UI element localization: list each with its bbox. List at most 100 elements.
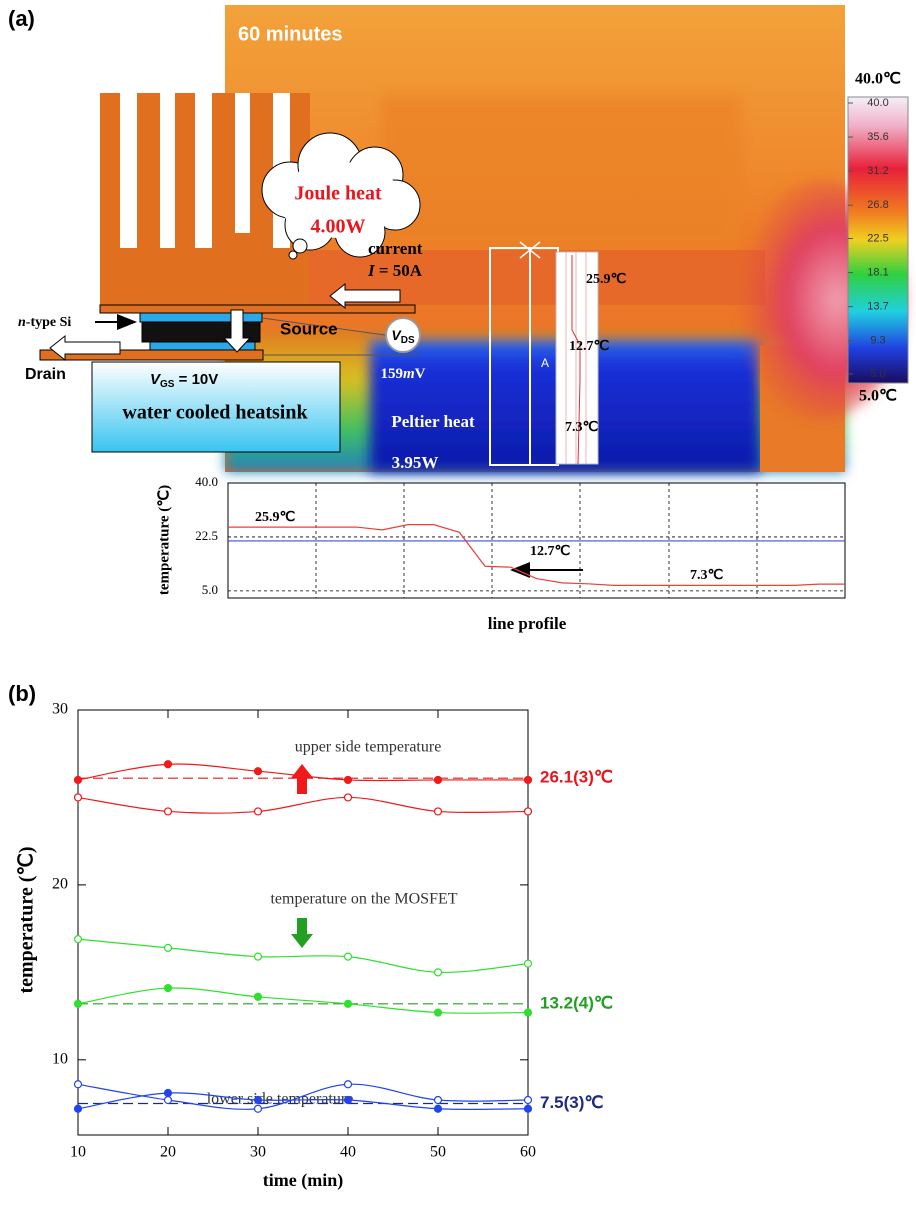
current-amount: = 50A — [375, 261, 423, 280]
annotation: 12.7℃ — [530, 544, 571, 559]
data-point — [345, 794, 352, 801]
colorbar-min: 5.0℃ — [859, 388, 897, 405]
data-point — [75, 936, 82, 943]
annotation: 25.9℃ — [255, 510, 296, 525]
vgs-value: = 10V — [174, 371, 218, 388]
down-arrow — [291, 918, 313, 948]
x-tick-label: 20 — [160, 1144, 176, 1161]
panel-label: (b) — [8, 681, 36, 706]
figure: (a) 60 minutes Joule heat 4.00W current … — [0, 0, 916, 1222]
data-point — [345, 953, 352, 960]
y-tick-label: 30 — [52, 701, 68, 718]
current-value: I = 50A — [367, 261, 423, 280]
reference-label: 7.5(3)℃ — [540, 1093, 604, 1112]
x-axis-label: line profile — [488, 614, 567, 633]
vds-unit: V — [415, 366, 426, 382]
y-tick-label: 10 — [52, 1050, 68, 1067]
annotation: upper side temperature — [295, 739, 442, 756]
colorbar-tick-label: 9.3 — [870, 335, 885, 347]
data-point — [435, 969, 442, 976]
colorbar-tick-label: 40.0 — [867, 97, 888, 109]
data-point — [525, 808, 532, 815]
current-title: current — [368, 239, 423, 258]
data-point — [435, 1097, 442, 1104]
y-tick-label: 5.0 — [202, 582, 218, 597]
data-point — [525, 960, 532, 967]
data-point — [255, 808, 262, 815]
data-point — [255, 1105, 262, 1112]
colorbar-tick-label: 5.0 — [870, 368, 885, 380]
panel-label: (a) — [8, 6, 35, 31]
data-point — [435, 808, 442, 815]
data-point — [75, 1000, 82, 1007]
profile-marker: A — [541, 356, 549, 370]
data-point — [525, 1097, 532, 1104]
n-italic: n — [18, 315, 26, 330]
vgs-subscript: GS — [160, 379, 175, 390]
y-tick-label: 22.5 — [195, 528, 218, 543]
x-tick-label: 60 — [520, 1144, 536, 1161]
n-rest: -type Si — [26, 315, 72, 330]
joule-heat-title: Joule heat — [294, 183, 382, 205]
vds-value: 159mV — [380, 366, 425, 382]
source-label: Source — [280, 319, 338, 338]
data-point — [345, 1081, 352, 1088]
colorbar-tick-label: 35.6 — [867, 131, 888, 143]
y-tick-label: 20 — [52, 876, 68, 893]
data-point — [345, 1000, 352, 1007]
vds-number: 159 — [380, 366, 403, 382]
data-point — [165, 761, 172, 768]
data-point — [345, 776, 352, 783]
series-line — [78, 988, 528, 1013]
data-point — [255, 953, 262, 960]
y-axis-label: temperature (℃) — [16, 846, 38, 993]
data-point — [165, 1090, 172, 1097]
y-tick-label: 40.0 — [195, 474, 218, 489]
annotation: 7.3℃ — [690, 568, 724, 583]
colorbar-tick-label: 13.7 — [867, 301, 888, 313]
drain-label: Drain — [25, 366, 66, 383]
data-point — [255, 768, 262, 775]
data-point — [255, 1097, 262, 1104]
data-point — [75, 776, 82, 783]
colorbar-max: 40.0℃ — [855, 71, 901, 88]
n-type-label: n-type Si — [18, 315, 71, 330]
joule-heat-power: 4.00W — [311, 216, 366, 238]
data-point — [525, 1105, 532, 1112]
data-point — [75, 1105, 82, 1112]
vds-prefix: m — [403, 366, 415, 382]
vds-subscript: DS — [401, 335, 415, 346]
colorbar-tick-label: 22.5 — [867, 232, 888, 244]
image-label: 7.3℃ — [565, 420, 599, 435]
data-point — [165, 944, 172, 951]
x-axis-label: time (min) — [263, 1170, 343, 1191]
x-tick-label: 30 — [250, 1144, 266, 1161]
data-point — [345, 1097, 352, 1104]
data-point — [165, 1097, 172, 1104]
data-point — [165, 808, 172, 815]
y-axis-label: temperature (℃) — [156, 485, 172, 595]
data-point — [435, 1009, 442, 1016]
up-arrow — [291, 764, 313, 794]
reference-label: 26.1(3)℃ — [540, 768, 613, 787]
reference-label: 13.2(4)℃ — [540, 993, 613, 1012]
data-point — [255, 993, 262, 1000]
data-point — [435, 1105, 442, 1112]
colorbar-tick-label: 26.8 — [867, 199, 888, 211]
x-tick-label: 40 — [340, 1144, 356, 1161]
peltier-title: Peltier heat — [391, 412, 475, 431]
data-point — [525, 1009, 532, 1016]
colorbar-tick-label: 31.2 — [867, 165, 888, 177]
x-tick-label: 50 — [430, 1144, 446, 1161]
x-tick-label: 10 — [70, 1144, 86, 1161]
image-label: 12.7℃ — [569, 339, 610, 354]
colorbar-tick-label: 18.1 — [867, 266, 888, 278]
data-point — [525, 776, 532, 783]
data-point — [435, 776, 442, 783]
annotation: temperature on the MOSFET — [270, 891, 457, 908]
image-label: 25.9℃ — [586, 272, 627, 287]
series-line — [78, 797, 528, 813]
peltier-power: 3.95W — [392, 453, 439, 472]
time-label: 60 minutes — [238, 23, 342, 45]
data-point — [75, 794, 82, 801]
